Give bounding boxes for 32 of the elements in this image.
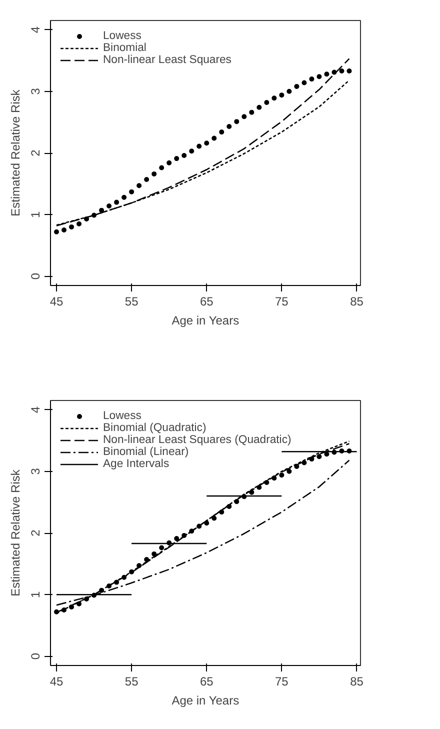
y-axis-title: Estimated Relative Risk — [8, 468, 22, 596]
x-tick-label: 85 — [350, 674, 364, 688]
x-tick-label: 75 — [275, 674, 289, 688]
y-tick-label: 3 — [28, 88, 42, 95]
y-tick-label: 4 — [28, 406, 42, 414]
y-tick-label: 4 — [28, 26, 42, 34]
x-tick-label: 55 — [124, 294, 139, 308]
legend-label: Binomial — [103, 42, 146, 54]
y-tick-label: 2 — [28, 529, 42, 536]
x-tick-label: 85 — [350, 294, 364, 308]
x-tick-label: 65 — [200, 294, 214, 308]
x-axis-title: Age in Years — [172, 694, 240, 708]
legend-label: Lowess — [103, 410, 142, 422]
legend-label: Lowess — [103, 30, 142, 42]
x-tick-label: 55 — [124, 674, 139, 688]
x-axis-title: Age in Years — [172, 314, 240, 328]
y-tick-label: 0 — [28, 272, 42, 280]
legend-label: Binomial (Linear) — [103, 446, 189, 458]
y-tick-label: 0 — [28, 652, 42, 660]
x-tick-label: 45 — [50, 294, 64, 308]
y-tick-label: 1 — [28, 590, 42, 598]
legend-label: Non-linear Least Squares (Quadratic) — [103, 434, 292, 446]
y-tick-label: 2 — [28, 149, 42, 156]
x-tick-label: 75 — [275, 294, 289, 308]
legend-label: Age Intervals — [103, 458, 170, 470]
y-tick-label: 3 — [28, 468, 42, 475]
legend-label: Binomial (Quadratic) — [103, 422, 206, 434]
y-axis-title: Estimated Relative Risk — [8, 88, 22, 216]
x-tick-label: 65 — [200, 674, 214, 688]
legend-label: Non-linear Least Squares — [103, 54, 232, 66]
y-tick-label: 1 — [28, 210, 42, 218]
x-tick-label: 45 — [50, 674, 64, 688]
